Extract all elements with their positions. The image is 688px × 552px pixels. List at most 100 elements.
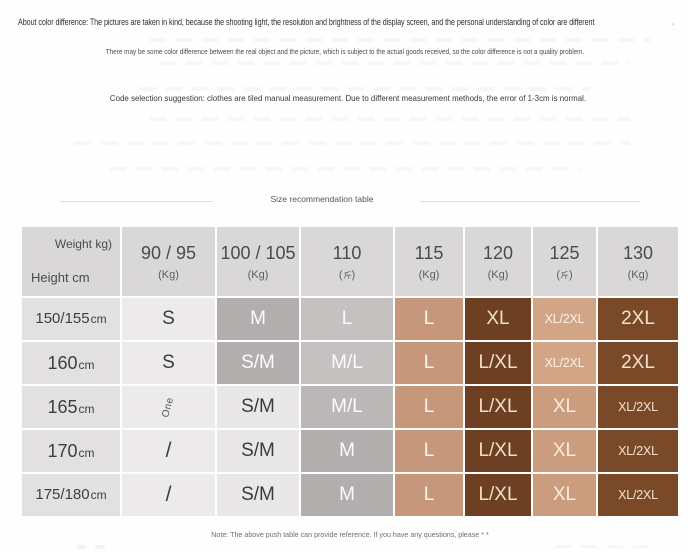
size-cell: M <box>217 298 299 340</box>
size-label: S/M <box>241 440 275 461</box>
height-value: 165 <box>47 396 78 417</box>
size-label: XL/2XL <box>618 444 658 458</box>
weight-column-header: 115 (Kg) <box>395 227 463 296</box>
weight-value: 90 / 95 <box>140 242 197 263</box>
weight-axis-label: Weight kg) <box>54 237 112 251</box>
height-row-header: 175/180cm <box>22 474 120 516</box>
weight-value: 115 <box>414 242 444 263</box>
size-label: M/L <box>331 396 363 417</box>
size-label: XL <box>552 484 577 505</box>
size-cell: 2XL <box>598 298 678 340</box>
size-cell: One <box>122 386 215 428</box>
size-label: XL/2XL <box>544 356 585 370</box>
corner-header-cell: Weight kg) Height cm <box>22 227 120 296</box>
artifact-smudge <box>150 117 630 121</box>
size-label: L <box>423 440 435 461</box>
size-cell: S/M <box>217 342 299 384</box>
size-label: / <box>165 439 172 462</box>
footer-note: Note: The above push table can provide r… <box>211 530 489 539</box>
weight-column-header: 90 / 95 (Kg) <box>122 227 215 296</box>
size-cell: L/XL <box>465 474 531 516</box>
size-cell: XL <box>465 298 531 340</box>
height-unit: cm <box>90 312 107 326</box>
size-label: 2XL <box>621 352 655 373</box>
size-cell: M/L <box>301 342 393 384</box>
weight-unit: (Kg) <box>487 268 509 281</box>
weight-value: 110 <box>332 242 362 263</box>
size-cell: 2XL <box>598 342 678 384</box>
size-cell: L <box>301 298 393 340</box>
height-row-header: 165cm <box>22 386 120 428</box>
height-row-header: 150/155cm <box>22 298 120 340</box>
weight-value: 120 <box>482 242 514 263</box>
size-cell: L <box>395 430 463 472</box>
height-value: 160 <box>47 352 78 373</box>
size-cell: XL <box>533 474 596 516</box>
size-label: XL/2XL <box>618 400 658 414</box>
height-unit: cm <box>78 445 95 460</box>
size-label: / <box>165 483 172 506</box>
size-label: L <box>423 484 435 505</box>
size-cell: M <box>301 474 393 516</box>
size-label: XL/2XL <box>544 312 585 326</box>
size-cell: XL/2XL <box>533 298 596 340</box>
weight-unit: (Kg) <box>418 268 440 281</box>
weight-column-header: 120 (Kg) <box>465 227 531 296</box>
size-cell: M/L <box>301 386 393 428</box>
size-cell: L <box>395 342 463 384</box>
size-label: S/M <box>241 352 275 373</box>
size-cell: L <box>395 386 463 428</box>
artifact-smudge <box>150 38 650 42</box>
artifact-smudge <box>75 141 630 145</box>
height-value: 150/155 <box>35 310 90 327</box>
artifact-smudge <box>110 167 580 171</box>
size-cell: / <box>122 474 215 516</box>
weight-unit: (Kg) <box>158 268 179 281</box>
size-label: XL/2XL <box>618 488 658 502</box>
divider-line-right <box>420 201 640 202</box>
weight-column-header: 100 / 105 (Kg) <box>217 227 299 296</box>
size-label: XL <box>552 440 577 461</box>
height-axis-label: Height cm <box>31 270 90 285</box>
jin-character-glyph <box>560 270 569 279</box>
size-label: XL <box>486 308 510 329</box>
size-label: S/M <box>241 396 275 417</box>
size-cell: S/M <box>217 430 299 472</box>
size-cell: L <box>395 474 463 516</box>
size-label: XL <box>552 396 577 417</box>
size-label: L <box>423 352 435 373</box>
section-title: Size recommendation table <box>270 194 374 204</box>
size-recommendation-table: Weight kg) Height cm 90 / 95 (Kg) 100 / 10… <box>22 227 678 516</box>
size-cell: L <box>395 298 463 340</box>
height-row-header: 170cm <box>22 430 120 472</box>
weight-column-header: 125 () <box>533 227 596 296</box>
color-difference-note: About color difference: The pictures are… <box>18 17 595 27</box>
height-value: 170 <box>47 440 78 461</box>
size-cell: XL/2XL <box>598 386 678 428</box>
size-cell: XL/2XL <box>598 474 678 516</box>
measurement-suggestion-note: Code selection suggestion: clothes are t… <box>109 93 587 103</box>
size-label: M <box>339 440 355 461</box>
size-label: L/XL <box>478 396 518 417</box>
size-label: One <box>160 395 177 419</box>
size-cell: S/M <box>217 386 299 428</box>
size-label: L <box>341 308 353 329</box>
size-cell: XL/2XL <box>533 342 596 384</box>
height-row-header: 160cm <box>22 342 120 384</box>
size-cell: L/XL <box>465 430 531 472</box>
artifact-smudge <box>95 545 105 549</box>
size-label: M/L <box>331 352 363 373</box>
size-label: S <box>162 308 175 329</box>
size-cell: XL <box>533 386 596 428</box>
size-label: 2XL <box>621 308 655 329</box>
weight-value: 130 <box>622 242 654 263</box>
size-cell: S <box>122 342 215 384</box>
size-cell: XL <box>533 430 596 472</box>
size-label: M <box>250 308 266 329</box>
weight-column-header: 130 (Kg) <box>598 227 678 296</box>
artifact-smudge <box>140 87 590 91</box>
size-cell: / <box>122 430 215 472</box>
weight-column-header: 110 () <box>301 227 393 296</box>
weight-unit: (Kg) <box>627 268 649 281</box>
